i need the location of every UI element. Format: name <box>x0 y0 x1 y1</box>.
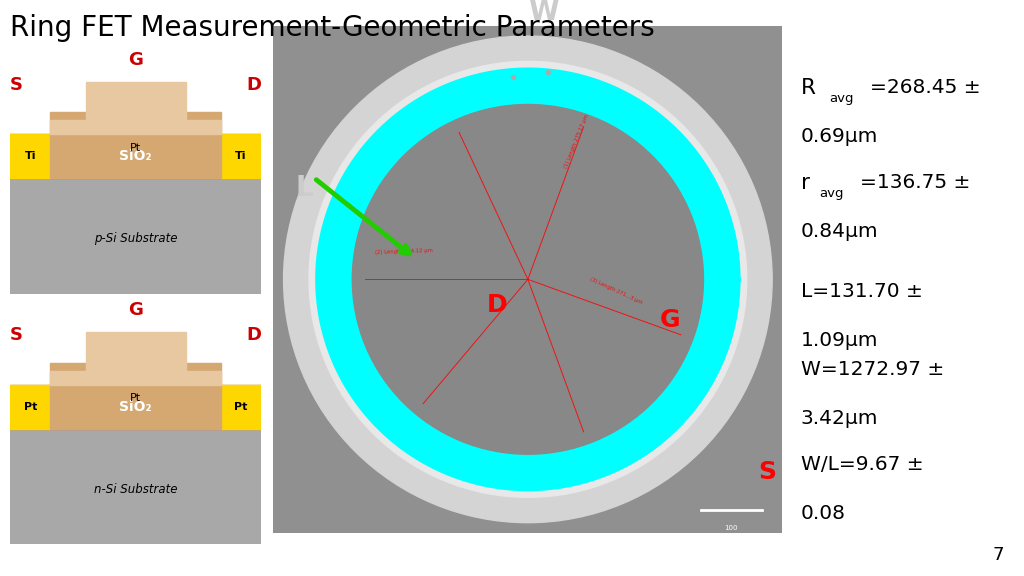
Text: 0.69μm: 0.69μm <box>801 127 879 146</box>
Text: S: S <box>758 460 776 484</box>
Text: n-Si Substrate: n-Si Substrate <box>94 483 177 496</box>
Bar <box>176 112 221 134</box>
Circle shape <box>357 109 698 449</box>
Circle shape <box>316 69 739 490</box>
Text: 3.42μm: 3.42μm <box>801 409 879 428</box>
Text: (2) Length 274.12 μm: (2) Length 274.12 μm <box>375 248 433 255</box>
Bar <box>10 134 261 178</box>
Bar <box>10 385 261 429</box>
Circle shape <box>284 36 772 522</box>
Text: 0.08: 0.08 <box>801 504 846 523</box>
Text: avg: avg <box>819 187 844 200</box>
Text: G: G <box>128 301 143 320</box>
Bar <box>50 363 95 385</box>
Text: p-Si Substrate: p-Si Substrate <box>94 232 177 245</box>
Text: G: G <box>128 51 143 69</box>
Text: D: D <box>487 293 508 317</box>
Text: 1.09μm: 1.09μm <box>801 331 879 350</box>
Text: W: W <box>527 0 558 26</box>
Text: Ti: Ti <box>25 151 36 161</box>
Text: R: R <box>801 78 816 98</box>
Bar <box>10 134 50 178</box>
Bar <box>50 134 221 178</box>
Text: =268.45 ±: =268.45 ± <box>870 78 981 97</box>
Bar <box>10 385 50 429</box>
Text: W=1272.97 ±: W=1272.97 ± <box>801 360 944 379</box>
Text: (1) Length 275.17 μm: (1) Length 275.17 μm <box>563 113 590 169</box>
Text: (3) Length 271...3 μm: (3) Length 271...3 μm <box>589 277 643 306</box>
Text: Pt: Pt <box>234 401 248 412</box>
Text: G: G <box>660 308 681 332</box>
Text: Ti: Ti <box>236 151 247 161</box>
Text: D: D <box>246 326 261 344</box>
Text: 100: 100 <box>725 525 738 531</box>
Text: SiO₂: SiO₂ <box>120 149 152 163</box>
Text: =136.75 ±: =136.75 ± <box>860 173 971 192</box>
Bar <box>50 112 95 134</box>
Bar <box>86 82 186 120</box>
Bar <box>50 385 221 429</box>
Circle shape <box>352 104 703 454</box>
Bar <box>50 371 221 385</box>
Bar <box>10 178 261 294</box>
Text: L: L <box>295 174 312 202</box>
Text: Pt: Pt <box>130 393 141 403</box>
Circle shape <box>327 79 729 480</box>
Text: 0.84μm: 0.84μm <box>801 222 879 241</box>
Text: L=131.70 ±: L=131.70 ± <box>801 282 923 301</box>
Bar <box>221 134 261 178</box>
Bar <box>176 363 221 385</box>
Bar <box>10 429 261 544</box>
Text: SiO₂: SiO₂ <box>120 400 152 414</box>
Text: S: S <box>10 75 24 94</box>
Text: W/L=9.67 ±: W/L=9.67 ± <box>801 455 924 474</box>
Bar <box>221 385 261 429</box>
Circle shape <box>335 87 721 472</box>
Text: D: D <box>246 75 261 94</box>
Text: Ring FET Measurement-Geometric Parameters: Ring FET Measurement-Geometric Parameter… <box>10 14 655 43</box>
Circle shape <box>309 62 746 497</box>
Text: S: S <box>10 326 24 344</box>
Bar <box>86 332 186 371</box>
Text: Pt: Pt <box>130 143 141 153</box>
Text: Pt: Pt <box>24 401 37 412</box>
Text: 7: 7 <box>992 547 1004 564</box>
Text: r: r <box>801 173 810 193</box>
Bar <box>50 120 221 134</box>
Text: avg: avg <box>829 92 854 105</box>
